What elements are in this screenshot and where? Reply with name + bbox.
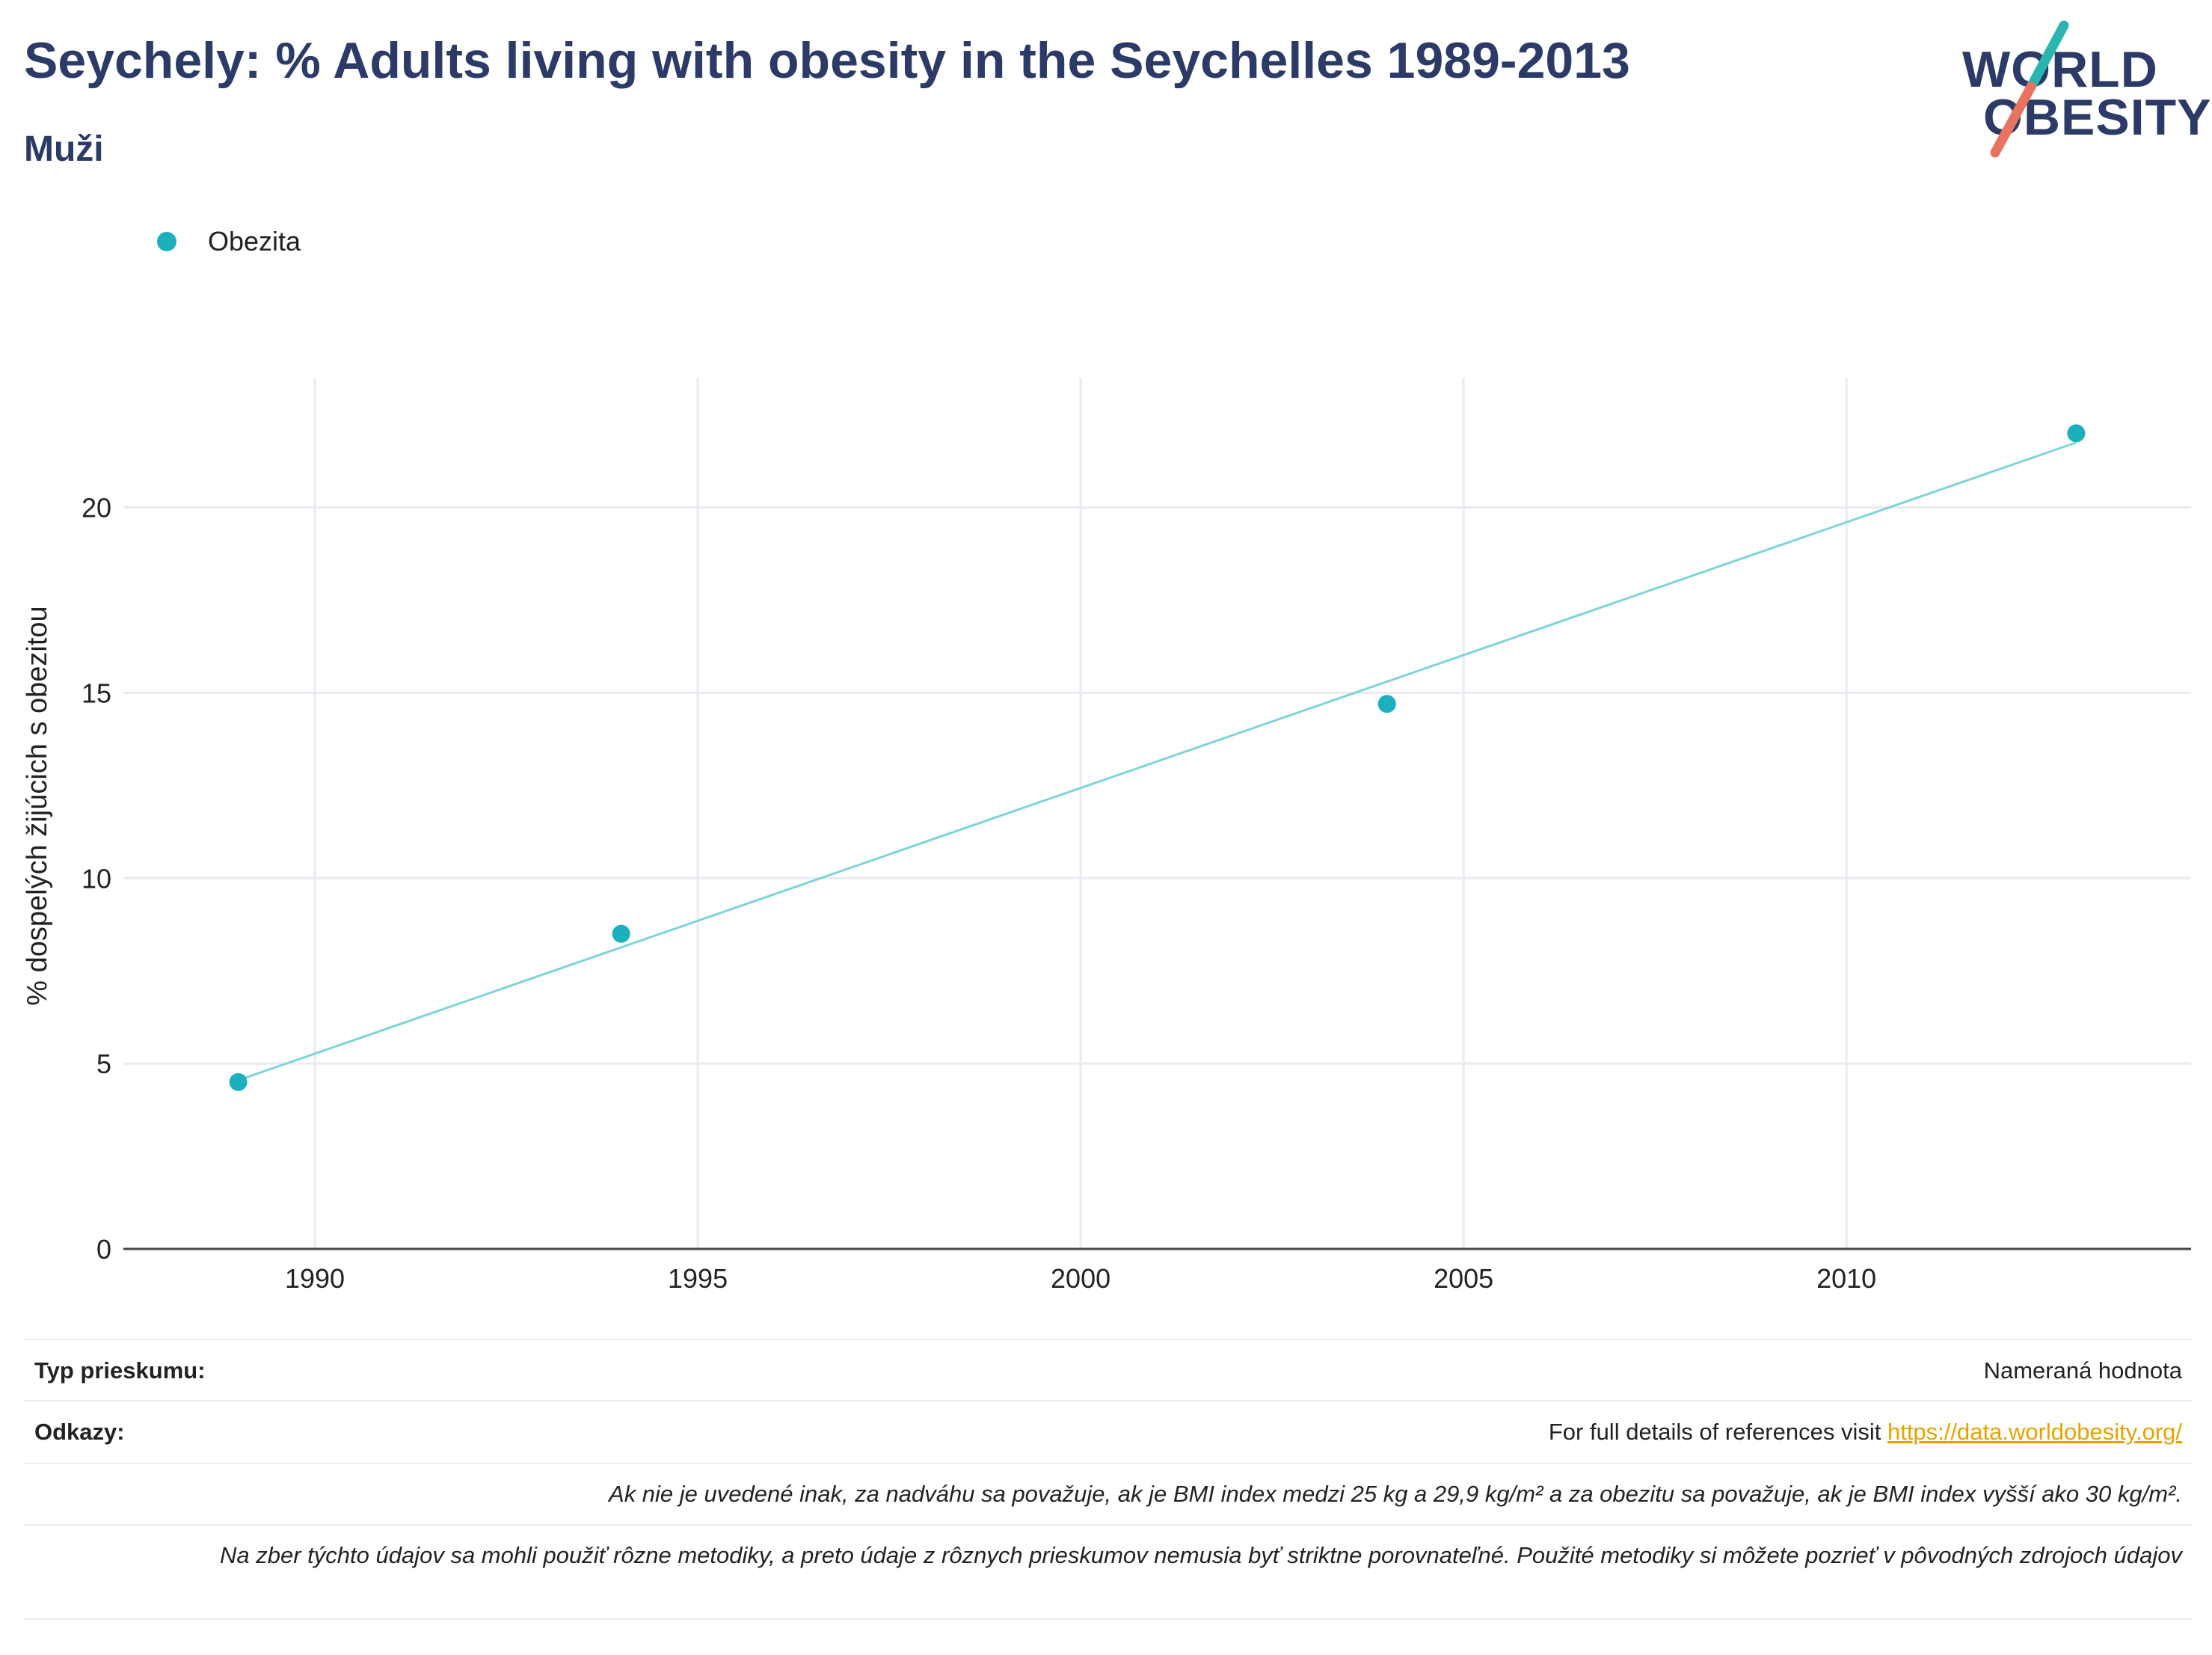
references-text: For full details of references visit — [1548, 1419, 1887, 1445]
y-tick-label-20: 20 — [82, 493, 111, 523]
data-point-1989[interactable] — [229, 1072, 248, 1091]
logo-word-world: WORLD — [1962, 41, 2158, 98]
legend-label: Obezita — [208, 226, 301, 257]
chart-subtitle: Muži — [24, 129, 104, 169]
x-tick-label-1995: 1995 — [668, 1263, 728, 1294]
chart-area: 1990 1995 2000 2005 2010 0 5 10 15 20 % dospelýc… — [22, 378, 2191, 1294]
y-tick-label-15: 15 — [82, 678, 111, 708]
logo-slash-icon — [1990, 20, 2069, 158]
references-label: Odkazy: — [34, 1419, 125, 1445]
trend-line — [238, 441, 2077, 1081]
chart-grid — [123, 378, 2191, 1249]
y-tick-label-10: 10 — [82, 863, 111, 894]
survey-type-value: Nameraná hodnota — [1983, 1357, 2182, 1384]
note-bmi-definition: Ak nie je uvedené inak, za nadváhu sa po… — [609, 1481, 2182, 1507]
references-row: Odkazy: For full details of references v… — [24, 1401, 2193, 1463]
legend: Obezita — [157, 223, 301, 260]
chart-title: Seychely: % Adults living with obesity i… — [24, 32, 1630, 89]
x-tick-label-2000: 2000 — [1051, 1263, 1110, 1294]
footer-bottom-divider — [24, 1618, 2193, 1620]
y-tick-label-0: 0 — [96, 1234, 111, 1265]
y-axis-label: % dospelých žijúcich s obezitou — [22, 606, 53, 1005]
note-bmi-block: Ak nie je uvedené inak, za nadváhu sa po… — [24, 1463, 2193, 1524]
data-point-1994[interactable] — [612, 924, 630, 943]
references-link[interactable]: https://data.worldobesity.org/ — [1887, 1419, 2182, 1445]
x-axis-ticks: 1990 1995 2000 2005 2010 — [285, 1263, 1876, 1294]
note-methodology: Na zber týchto údajov sa mohli použiť rô… — [220, 1542, 2182, 1568]
data-points — [229, 424, 2086, 1091]
y-axis-ticks: 0 5 10 15 20 — [82, 493, 111, 1265]
data-point-2004[interactable] — [1377, 695, 1396, 713]
world-obesity-logo: WORLD OBESITY — [1944, 15, 2211, 165]
legend-marker-icon — [157, 232, 176, 251]
x-tick-label-2010: 2010 — [1816, 1263, 1876, 1294]
references-block: Odkazy: For full details of references v… — [24, 1400, 2193, 1463]
survey-type-row: Typ prieskumu: Nameraná hodnota — [24, 1340, 2193, 1401]
footer-table: Typ prieskumu: Nameraná hodnota — [24, 1339, 2193, 1401]
survey-type-label: Typ prieskumu: — [34, 1357, 206, 1384]
note-methodology-block: Na zber týchto údajov sa mohli použiť rô… — [24, 1524, 2193, 1585]
references-value: For full details of references visit htt… — [1549, 1419, 2182, 1446]
x-tick-label-2005: 2005 — [1434, 1263, 1493, 1294]
y-tick-label-5: 5 — [96, 1048, 111, 1079]
x-tick-label-1990: 1990 — [285, 1263, 345, 1294]
data-point-2013[interactable] — [2067, 424, 2086, 443]
